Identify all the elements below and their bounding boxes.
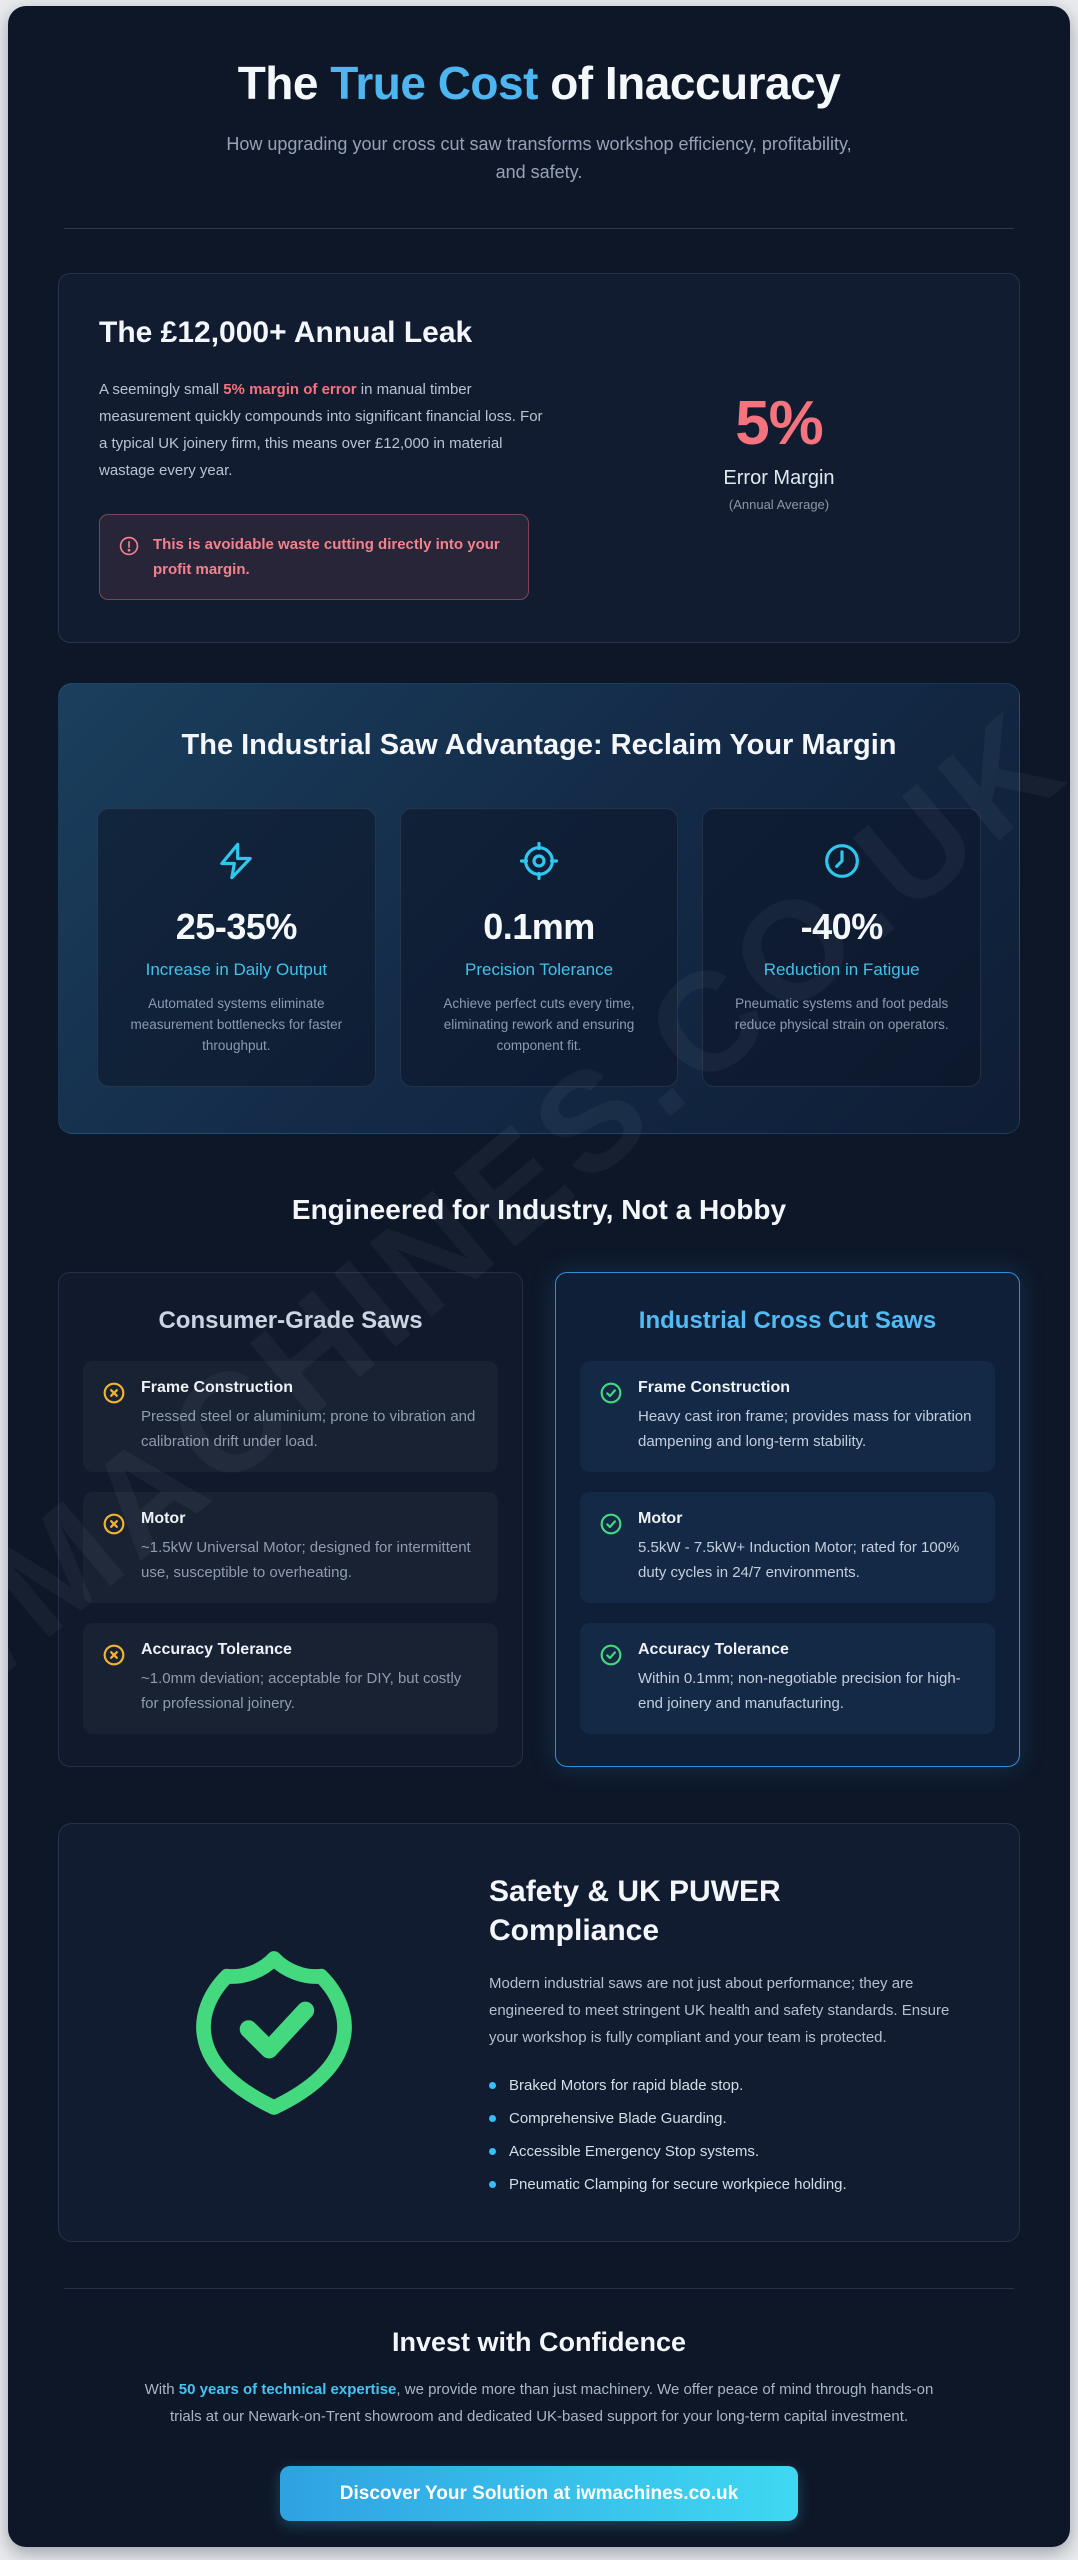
item-title: Motor bbox=[141, 1510, 186, 1527]
consumer-item-frame: Frame Construction Pressed steel or alum… bbox=[83, 1361, 498, 1472]
zap-icon bbox=[220, 842, 253, 880]
bullet-dot-icon bbox=[489, 2148, 496, 2155]
item-description: Within 0.1mm; non-negotiable precision f… bbox=[638, 1670, 961, 1712]
leak-body-after: in manual timber measurement quickly com… bbox=[99, 381, 543, 479]
page-title: The True Cost of Inaccuracy bbox=[58, 56, 1020, 110]
leak-body-highlight: 5% margin of error bbox=[223, 381, 357, 398]
footer-body-highlight: 50 years of technical expertise bbox=[178, 2381, 397, 2398]
stat-card-output: 25-35% Increase in Daily Output Automate… bbox=[97, 808, 376, 1087]
stat-label: Increase in Daily Output bbox=[145, 960, 328, 979]
clock-icon bbox=[824, 844, 859, 878]
safety-list: Braked Motors for rapid blade stop. Comp… bbox=[489, 2077, 969, 2193]
bullet-text: Accessible Emergency Stop systems. bbox=[509, 2143, 760, 2160]
item-description: Heavy cast iron frame; provides mass for… bbox=[638, 1408, 972, 1450]
safety-list-item: Pneumatic Clamping for secure workpiece … bbox=[489, 2176, 969, 2193]
bullet-text: Braked Motors for rapid blade stop. bbox=[509, 2077, 744, 2094]
safety-body: Modern industrial saws are not just abou… bbox=[489, 1975, 950, 2046]
industrial-item-frame: Frame Construction Heavy cast iron frame… bbox=[580, 1361, 995, 1472]
alert-circle-icon bbox=[119, 536, 139, 556]
stat-sublabel: (Annual Average) bbox=[728, 497, 830, 512]
item-title: Frame Construction bbox=[141, 1379, 294, 1396]
consumer-item-motor: Motor ~1.5kW Universal Motor; designed f… bbox=[83, 1492, 498, 1603]
advantage-heading: The Industrial Saw Advantage: Reclaim Yo… bbox=[181, 729, 897, 761]
stat-value: 0.1mm bbox=[483, 906, 595, 947]
stat-label: Precision Tolerance bbox=[464, 960, 614, 979]
bullet-dot-icon bbox=[489, 2181, 496, 2188]
bullet-dot-icon bbox=[489, 2082, 496, 2089]
advantage-card: The Industrial Saw Advantage: Reclaim Yo… bbox=[58, 683, 1020, 1134]
stat-label: Reduction in Fatigue bbox=[763, 960, 920, 979]
stat-description: Automated systems eliminate measurement … bbox=[130, 996, 343, 1053]
industrial-card: Industrial Cross Cut Saws Frame Construc… bbox=[555, 1272, 1020, 1767]
industrial-heading: Industrial Cross Cut Saws bbox=[638, 1307, 937, 1334]
x-circle-icon bbox=[103, 1644, 125, 1666]
stat-value: -40% bbox=[800, 906, 884, 947]
stat-card-precision: 0.1mm Precision Tolerance Achieve perfec… bbox=[399, 808, 679, 1087]
header-divider bbox=[64, 228, 1014, 229]
item-description: ~1.0mm deviation; acceptable for DIY, bu… bbox=[141, 1670, 462, 1712]
cta-button[interactable]: Discover Your Solution at iwmachines.co.… bbox=[280, 2466, 798, 2521]
item-description: Pressed steel or aluminium; prone to vib… bbox=[141, 1408, 476, 1450]
safety-text-column: Safety & UK PUWER Compliance Modern indu… bbox=[489, 1872, 969, 2193]
stat-label: Error Margin bbox=[723, 467, 835, 489]
footer-body-before: With bbox=[144, 2381, 179, 2398]
target-icon bbox=[519, 841, 559, 881]
leak-body: A seemingly small 5% margin of error in … bbox=[99, 376, 551, 484]
stat-description: Achieve perfect cuts every time, elimina… bbox=[443, 996, 635, 1053]
annual-leak-card: The £12,000+ Annual Leak A seemingly sma… bbox=[58, 273, 1020, 643]
error-margin-stat: 5% Error Margin (Annual Average) bbox=[579, 388, 979, 526]
item-title: Frame Construction bbox=[638, 1379, 791, 1396]
leak-heading: The £12,000+ Annual Leak bbox=[99, 316, 473, 349]
advantage-stats: 25-35% Increase in Daily Output Automate… bbox=[83, 808, 995, 1087]
x-circle-icon bbox=[103, 1513, 125, 1535]
check-circle-icon bbox=[600, 1513, 622, 1535]
shield-check-icon bbox=[196, 1950, 352, 2115]
leak-body-before: A seemingly small bbox=[99, 381, 224, 398]
check-circle-icon bbox=[600, 1644, 622, 1666]
comparison-heading: Engineered for Industry, Not a Hobby bbox=[291, 1194, 787, 1225]
industrial-item-motor: Motor 5.5kW - 7.5kW+ Induction Motor; ra… bbox=[580, 1492, 995, 1603]
stat-card-fatigue: -40% Reduction in Fatigue Pneumatic syst… bbox=[702, 808, 982, 1087]
waste-alert: This is avoidable waste cutting directly… bbox=[99, 514, 529, 600]
bullet-text: Pneumatic Clamping for secure workpiece … bbox=[509, 2176, 847, 2193]
safety-list-item: Comprehensive Blade Guarding. bbox=[489, 2110, 969, 2127]
shield-wrap bbox=[109, 1943, 439, 2123]
industrial-item-accuracy: Accuracy Tolerance Within 0.1mm; non-neg… bbox=[580, 1623, 995, 1734]
x-circle-icon bbox=[103, 1382, 125, 1404]
title-highlight: True Cost bbox=[330, 57, 538, 109]
infographic-poster: IWMACHINES.CO.UK The True Cost of Inaccu… bbox=[8, 6, 1070, 2547]
item-title: Accuracy Tolerance bbox=[638, 1641, 789, 1658]
stat-description: Pneumatic systems and foot pedals reduce… bbox=[734, 996, 949, 1032]
safety-card: Safety & UK PUWER Compliance Modern indu… bbox=[58, 1823, 1020, 2242]
stat-value: 5% bbox=[735, 389, 824, 458]
stat-value: 25-35% bbox=[175, 906, 298, 947]
footer-heading: Invest with Confidence bbox=[391, 2327, 687, 2357]
consumer-heading: Consumer-Grade Saws bbox=[158, 1307, 423, 1334]
comparison-grid: Consumer-Grade Saws Frame Construction P… bbox=[58, 1272, 1020, 1767]
consumer-card: Consumer-Grade Saws Frame Construction P… bbox=[58, 1272, 523, 1767]
safety-list-item: Accessible Emergency Stop systems. bbox=[489, 2143, 969, 2160]
bullet-text: Comprehensive Blade Guarding. bbox=[509, 2110, 727, 2127]
footer-body: With 50 years of technical expertise, we… bbox=[139, 2376, 939, 2430]
title-prefix: The bbox=[237, 57, 331, 109]
leak-text-column: The £12,000+ Annual Leak A seemingly sma… bbox=[99, 314, 551, 600]
safety-heading: Safety & UK PUWER Compliance bbox=[489, 1875, 781, 1947]
footer-divider bbox=[64, 2288, 1014, 2289]
alert-text: This is avoidable waste cutting directly… bbox=[153, 536, 500, 578]
item-description: ~1.5kW Universal Motor; designed for int… bbox=[141, 1539, 471, 1581]
safety-list-item: Braked Motors for rapid blade stop. bbox=[489, 2077, 969, 2094]
item-title: Motor bbox=[638, 1510, 683, 1527]
footer-body-after: , we provide more than just machinery. W… bbox=[169, 2381, 934, 2425]
item-description: 5.5kW - 7.5kW+ Induction Motor; rated fo… bbox=[638, 1539, 960, 1581]
title-suffix: of Inaccuracy bbox=[537, 57, 841, 109]
page-subtitle: How upgrading your cross cut saw transfo… bbox=[226, 134, 852, 182]
bullet-dot-icon bbox=[489, 2115, 496, 2122]
check-circle-icon bbox=[600, 1382, 622, 1404]
item-title: Accuracy Tolerance bbox=[141, 1641, 292, 1658]
consumer-item-accuracy: Accuracy Tolerance ~1.0mm deviation; acc… bbox=[83, 1623, 498, 1734]
